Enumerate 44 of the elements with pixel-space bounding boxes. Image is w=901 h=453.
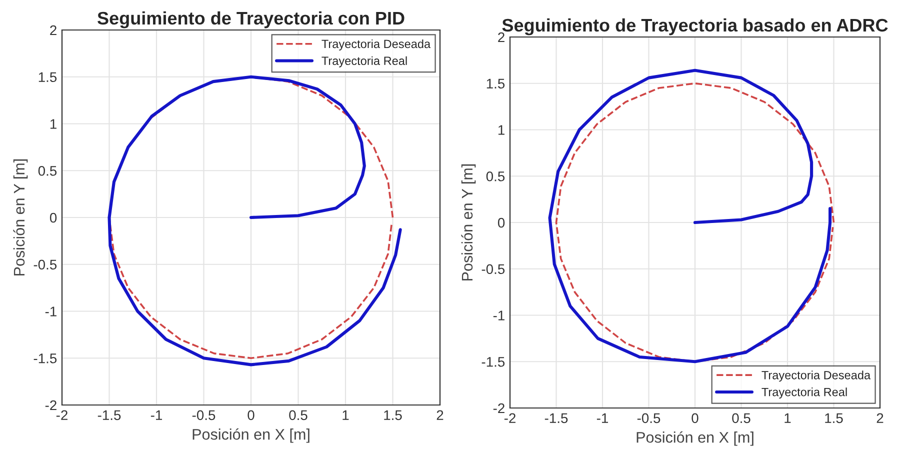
x-tick-label: 2: [876, 413, 884, 423]
legend-label: Trayectoria Real: [322, 56, 407, 68]
y-tick-label: 0.5: [38, 166, 57, 176]
x-axis-title: Posición en X [m]: [192, 428, 310, 443]
legend-label: Trayectoria Deseada: [322, 39, 431, 50]
x-tick-label: 0.5: [732, 413, 750, 424]
x-tick-label: 0: [248, 410, 254, 420]
y-tick-label: -2: [493, 403, 504, 414]
y-tick-label: -1: [45, 306, 56, 316]
y-tick-label: 2: [498, 32, 504, 42]
y-tick-label: -0.5: [34, 260, 57, 270]
x-tick-label: -1.5: [98, 410, 121, 420]
y-axis-title: Posición en Y [m]: [461, 164, 476, 280]
x-tick-label: -1.5: [544, 413, 568, 424]
y-tick-label: 1.5: [486, 78, 505, 89]
x-tick-label: -1: [596, 413, 608, 423]
y-tick-label: -2: [45, 400, 56, 410]
x-tick-label: 1.5: [825, 413, 843, 424]
x-tick-label: -1: [150, 410, 162, 420]
x-tick-label: 1.5: [384, 410, 402, 420]
x-tick-label: -0.5: [192, 410, 216, 420]
x-axis-title: Posición en X [m]: [636, 431, 754, 446]
y-tick-label: 1: [50, 119, 56, 129]
y-tick-label: 0.5: [486, 171, 505, 182]
legend-label: Trayectoria Deseada: [762, 370, 871, 382]
x-tick-label: 1: [342, 410, 349, 420]
legend-label: Trayectoria Real: [762, 388, 847, 399]
y-tick-label: 0: [498, 218, 505, 228]
x-tick-label: 2: [436, 410, 444, 420]
chart-title: Seguimiento de Trayectoria con PID: [98, 11, 404, 28]
y-tick-label: -1.5: [34, 354, 57, 364]
x-tick-label: 0: [692, 413, 698, 424]
y-tick-label: 1.5: [38, 72, 57, 82]
y-tick-label: -1: [493, 310, 504, 320]
chart-title: Seguimiento de Trayectoria basado en ADRC: [502, 18, 888, 36]
y-tick-label: 1: [498, 125, 504, 135]
x-tick-label: 1: [784, 413, 791, 423]
x-tick-label: -0.5: [637, 413, 660, 424]
y-tick-label: -0.5: [482, 264, 505, 274]
y-tick-label: 2: [50, 25, 56, 36]
y-tick-label: 0: [50, 212, 57, 223]
x-tick-label: 0.5: [289, 410, 308, 420]
y-tick-label: -1.5: [482, 357, 505, 367]
y-axis-title: Posición en Y [m]: [13, 159, 28, 276]
